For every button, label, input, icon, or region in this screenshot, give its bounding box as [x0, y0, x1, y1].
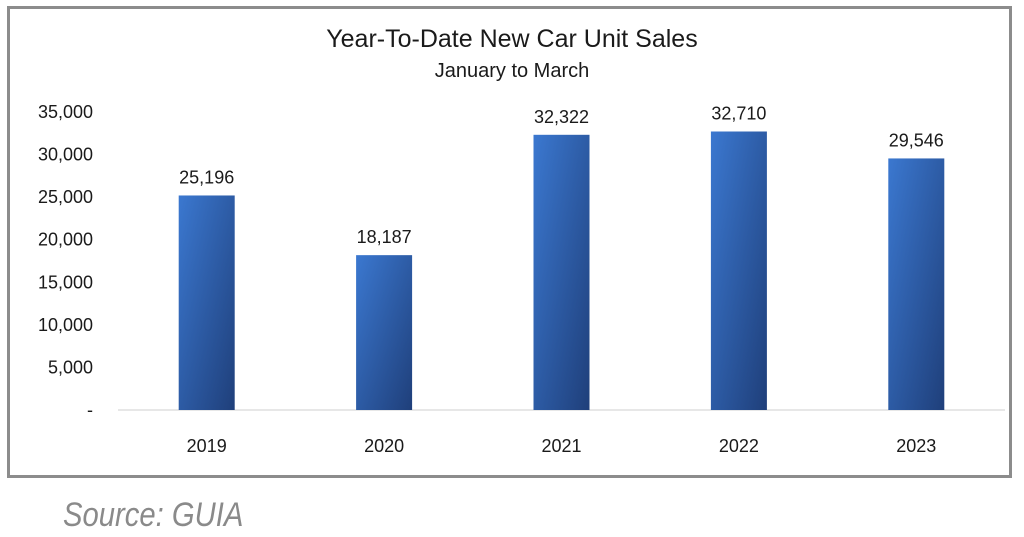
- chart-subtitle: January to March: [434, 60, 590, 82]
- source-note: Source: GUIA: [63, 496, 244, 534]
- bar-2020: [356, 255, 413, 410]
- y-tick-label: -: [87, 400, 93, 420]
- y-tick-label: 5,000: [48, 357, 93, 377]
- x-tick-label: 2019: [187, 436, 227, 456]
- data-label-2020: 18,187: [357, 227, 412, 247]
- y-tick-label: 30,000: [38, 145, 93, 165]
- y-tick-label: 25,000: [38, 187, 93, 207]
- y-tick-label: 20,000: [38, 230, 93, 250]
- x-tick-label: 2020: [364, 436, 404, 456]
- y-tick-label: 15,000: [38, 272, 93, 292]
- x-tick-label: 2021: [541, 436, 581, 456]
- chart-frame: [7, 6, 1012, 478]
- y-tick-label: 10,000: [38, 315, 93, 335]
- bar-2022: [710, 131, 767, 410]
- data-label-2022: 32,710: [711, 103, 766, 123]
- data-label-2023: 29,546: [889, 130, 944, 150]
- x-tick-label: 2022: [719, 436, 759, 456]
- chart-title: Year-To-Date New Car Unit Sales: [326, 25, 698, 53]
- x-tick-label: 2023: [896, 436, 936, 456]
- y-tick-label: 35,000: [38, 102, 93, 122]
- bar-2021: [533, 134, 590, 410]
- bar-2019: [178, 195, 235, 410]
- data-label-2021: 32,322: [534, 107, 589, 127]
- data-label-2019: 25,196: [179, 167, 234, 187]
- bar-2023: [888, 158, 945, 410]
